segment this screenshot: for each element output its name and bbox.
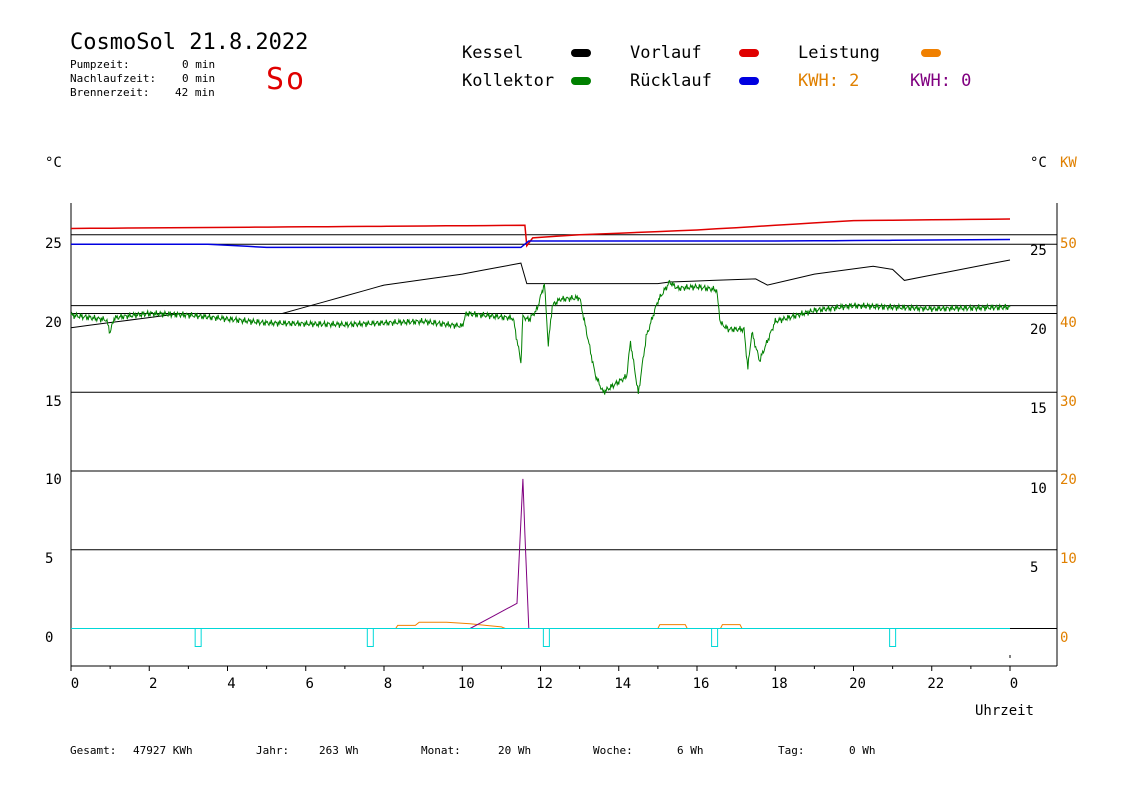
legend-label-vorlauf: Vorlauf xyxy=(630,43,702,63)
legend-label-kollektor: Kollektor xyxy=(462,71,555,91)
y-tick-left: 25 xyxy=(45,236,62,252)
x-tick-label: 12 xyxy=(536,676,553,692)
footer-value-monat: 20 Wh xyxy=(498,744,532,757)
legend-label-leistung: Leistung xyxy=(798,43,880,63)
footer-value-gesamt: 47927 KWh xyxy=(133,744,193,757)
stat-value-pumpzeit: 0 min xyxy=(182,58,216,71)
x-tick-label: 14 xyxy=(614,676,631,692)
series-line-kessel xyxy=(70,259,1011,329)
legend-swatch-kollektor xyxy=(571,77,591,85)
x-tick-label: 10 xyxy=(458,676,475,692)
chart-title: CosmoSol 21.8.2022 xyxy=(70,30,309,55)
legend-kwh-orange: KWH: 2 xyxy=(798,71,860,91)
series-line-rücklauf xyxy=(71,238,1011,249)
pump-pulse xyxy=(366,628,374,647)
x-tick-label: 18 xyxy=(771,676,788,692)
footer-value-tag: 0 Wh xyxy=(849,744,876,757)
y-tick-left: 10 xyxy=(45,472,62,488)
legend-swatch-ruecklauf xyxy=(739,77,759,85)
x-tick-label: 0 xyxy=(1010,676,1018,692)
legend-label-ruecklauf: Rücklauf xyxy=(630,71,712,91)
y-tick-left: 15 xyxy=(45,394,62,410)
y-tick-right: 5 xyxy=(1030,560,1038,576)
series-line-vorlauf xyxy=(70,218,1011,248)
pump-pulse xyxy=(194,628,202,647)
legend-swatch-leistung xyxy=(921,49,941,57)
y-tick-kw: 30 xyxy=(1060,394,1077,410)
y-tick-left: 0 xyxy=(45,630,53,646)
stat-value-brennerzeit: 42 min xyxy=(175,86,215,99)
legend-label-kessel: Kessel xyxy=(462,43,524,63)
pump-pulse xyxy=(711,628,719,647)
x-tick-label: 0 xyxy=(71,676,79,692)
x-tick-label: 16 xyxy=(693,676,710,692)
y-unit-right: °C xyxy=(1030,155,1047,171)
footer-label-tag: Tag: xyxy=(778,744,805,757)
x-tick-label: 8 xyxy=(384,676,392,692)
footer-label-gesamt: Gesamt: xyxy=(70,744,117,757)
y-tick-right: 20 xyxy=(1030,322,1047,338)
stat-label-nachlaufzeit: Nachlaufzeit: xyxy=(70,72,157,85)
x-axis-label: Uhrzeit xyxy=(975,703,1034,719)
y-tick-kw: 0 xyxy=(1060,630,1068,646)
y-unit-left: °C xyxy=(45,155,62,171)
footer-label-jahr: Jahr: xyxy=(256,744,290,757)
pump-pulse xyxy=(889,628,897,647)
stat-label-brennerzeit: Brennerzeit: xyxy=(70,86,150,99)
y-tick-kw: 10 xyxy=(1060,551,1077,567)
series-line-kwh xyxy=(469,478,530,629)
x-tick-label: 22 xyxy=(927,676,944,692)
legend-swatch-kessel xyxy=(571,49,591,57)
stat-label-pumpzeit: Pumpzeit: xyxy=(70,58,130,71)
y-tick-left: 5 xyxy=(45,551,53,567)
y-unit-right-kw: KW xyxy=(1060,155,1077,171)
stat-value-nachlaufzeit: 0 min xyxy=(182,72,216,85)
series-line-leistung xyxy=(71,621,1010,629)
footer-value-woche: 6 Wh xyxy=(677,744,704,757)
y-tick-right: 15 xyxy=(1030,401,1047,417)
x-tick-label: 4 xyxy=(227,676,235,692)
y-tick-kw: 40 xyxy=(1060,315,1077,331)
series-line-kollektor xyxy=(70,279,1011,395)
footer-value-jahr: 263 Wh xyxy=(319,744,359,757)
legend-kwh-purple: KWH: 0 xyxy=(910,71,972,91)
x-tick-label: 6 xyxy=(306,676,314,692)
weekday-label: So xyxy=(266,62,307,97)
legend-swatch-vorlauf xyxy=(739,49,759,57)
y-tick-kw: 50 xyxy=(1060,236,1077,252)
pump-pulse xyxy=(542,628,550,647)
y-tick-right: 25 xyxy=(1030,243,1047,259)
y-tick-left: 20 xyxy=(45,315,62,331)
footer-label-monat: Monat: xyxy=(421,744,461,757)
y-tick-kw: 20 xyxy=(1060,472,1077,488)
x-tick-label: 2 xyxy=(149,676,157,692)
footer-label-woche: Woche: xyxy=(593,744,633,757)
y-tick-right: 10 xyxy=(1030,481,1047,497)
x-tick-label: 20 xyxy=(849,676,866,692)
